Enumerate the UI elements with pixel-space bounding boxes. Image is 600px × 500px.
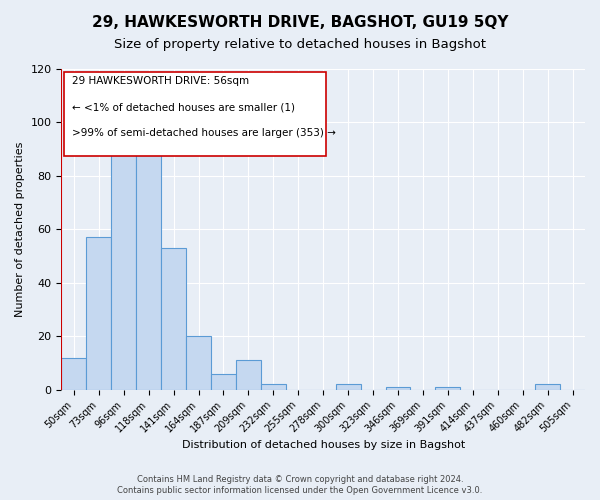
Bar xyxy=(136,138,161,390)
X-axis label: Distribution of detached houses by size in Bagshot: Distribution of detached houses by size … xyxy=(182,440,465,450)
Text: 29, HAWKESWORTH DRIVE, BAGSHOT, GU19 5QY: 29, HAWKESWORTH DRIVE, BAGSHOT, GU19 5QY xyxy=(92,15,508,30)
Text: Contains HM Land Registry data © Crown copyright and database right 2024.: Contains HM Land Registry data © Crown c… xyxy=(137,474,463,484)
Text: Contains public sector information licensed under the Open Government Licence v3: Contains public sector information licen… xyxy=(118,486,482,495)
Bar xyxy=(86,238,111,390)
Bar xyxy=(186,336,211,390)
Bar xyxy=(535,384,560,390)
Bar xyxy=(161,248,186,390)
Text: ← <1% of detached houses are smaller (1): ← <1% of detached houses are smaller (1) xyxy=(71,102,295,113)
Bar xyxy=(211,374,236,390)
Bar xyxy=(61,358,86,390)
Bar xyxy=(436,387,460,390)
Text: 29 HAWKESWORTH DRIVE: 56sqm: 29 HAWKESWORTH DRIVE: 56sqm xyxy=(71,76,249,86)
Text: >99% of semi-detached houses are larger (353) →: >99% of semi-detached houses are larger … xyxy=(71,128,335,138)
Bar xyxy=(261,384,286,390)
Bar xyxy=(111,133,136,390)
Bar xyxy=(236,360,261,390)
Bar xyxy=(335,384,361,390)
Text: Size of property relative to detached houses in Bagshot: Size of property relative to detached ho… xyxy=(114,38,486,51)
Bar xyxy=(386,387,410,390)
Y-axis label: Number of detached properties: Number of detached properties xyxy=(15,142,25,317)
